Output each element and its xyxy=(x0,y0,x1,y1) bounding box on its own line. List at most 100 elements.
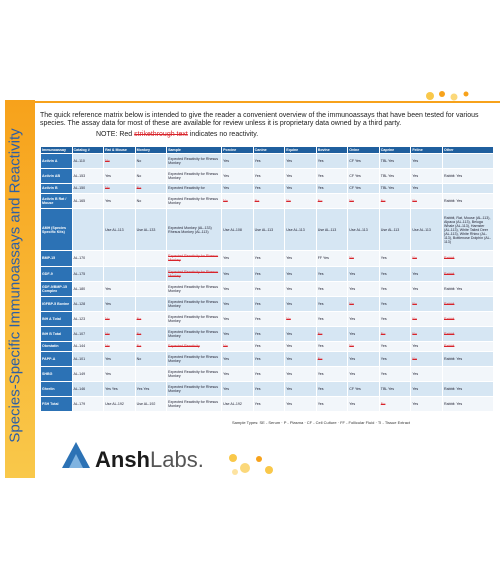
cell: Yes xyxy=(378,310,412,327)
cell: Rabbit xyxy=(442,295,494,312)
cell: No xyxy=(103,183,136,194)
cell: TBL Yes xyxy=(378,152,412,170)
cell: Rabbit xyxy=(442,340,494,352)
cell: Use AL-192 xyxy=(221,395,254,413)
cell: Use AL-192 xyxy=(103,395,136,413)
cell: CF Yes xyxy=(347,152,380,170)
cell: No xyxy=(103,310,136,327)
table-row: GDF-9/BMP-15 Complex AL-180 Yes Expected Re… xyxy=(40,280,494,297)
cell: Yes xyxy=(410,152,443,170)
cell: Use AL-113 xyxy=(252,207,286,252)
cell: Activin A xyxy=(40,152,73,170)
cell: Yes Yes xyxy=(103,380,136,397)
cell: No xyxy=(134,340,168,352)
cell: Yes xyxy=(410,380,443,397)
cell xyxy=(71,207,105,252)
cell: Expected Reactivity for Rhesus Monkey xyxy=(166,250,223,267)
cell: Yes xyxy=(284,152,317,170)
cell: Yes xyxy=(315,295,349,312)
cell: Yes xyxy=(252,365,286,382)
cell: Yes xyxy=(284,295,317,312)
cell: Rabbit: Yes xyxy=(442,280,494,297)
cell: Rabbit, Rat, Mouse (AL-113), Alpaca (AL-… xyxy=(442,207,494,252)
cell: Yes xyxy=(315,168,349,185)
cell: Yes xyxy=(284,265,317,282)
cell: AMH (Species Specific Kits) xyxy=(40,207,73,252)
cell: SHBG xyxy=(40,365,73,382)
cell: Obestatin xyxy=(40,340,73,352)
table-row: Obestatin AL-144 No No Expected Reactivity No… xyxy=(40,340,494,352)
cell xyxy=(134,280,168,297)
cell: TBL Yes xyxy=(378,380,412,397)
cell: Use AL-113 xyxy=(315,207,349,252)
cell: No xyxy=(134,350,168,367)
cell: Yes xyxy=(347,310,380,327)
cell: Rabbit xyxy=(442,265,494,282)
table-row: Ghrelin AL-146 Yes Yes Yes Yes Expected Reac… xyxy=(40,380,494,397)
cell: Yes xyxy=(347,350,380,367)
dots xyxy=(229,454,273,475)
logo: AnshLabs. xyxy=(95,447,204,473)
cell: No xyxy=(347,250,380,267)
cell: Yes xyxy=(221,250,254,267)
column-header: Bovine xyxy=(315,146,349,154)
cell: Yes xyxy=(284,340,317,352)
cell xyxy=(134,250,168,267)
cell: TBL Yes xyxy=(378,183,412,194)
cell: AL-179 xyxy=(71,395,105,413)
cell: Yes xyxy=(103,295,136,312)
cell: Rabbit: Yes xyxy=(442,350,494,367)
cell: Yes xyxy=(315,395,349,413)
cell: Yes xyxy=(378,365,412,382)
cell xyxy=(103,265,136,282)
cell xyxy=(134,365,168,382)
table-row: AMH (Species Specific Kits) Use AL-113 Use… xyxy=(40,207,494,252)
cell: Yes xyxy=(284,280,317,297)
cell xyxy=(134,265,168,282)
cell: AL-165 xyxy=(71,192,105,209)
cell: Yes xyxy=(315,365,349,382)
cell: No xyxy=(103,152,136,170)
logo-icon xyxy=(62,442,90,468)
cell: Yes xyxy=(315,340,349,352)
cell: Use AL-113 xyxy=(103,207,136,252)
cell: Yes xyxy=(410,265,443,282)
cell: No xyxy=(347,295,380,312)
table-row: SHBG AL-149 Yes Expected Reactivity for Rhe… xyxy=(40,365,494,382)
cell: Yes xyxy=(221,350,254,367)
cell: No xyxy=(410,192,443,209)
cell: No xyxy=(315,350,349,367)
table-row: IGFBP-5 Bovine AL-128 Yes Expected Reactivi… xyxy=(40,295,494,312)
cell: Rabbit: Yes xyxy=(442,380,494,397)
cell: No xyxy=(221,340,254,352)
cell: Expected Reactivity for Rhesus Monkey xyxy=(166,310,223,327)
cell: No xyxy=(410,310,443,327)
cell: Expected Reactivity for Rhesus Monkey xyxy=(166,265,223,282)
cell: Yes xyxy=(252,350,286,367)
cell: AL-110 xyxy=(71,152,105,170)
column-header: Porcine xyxy=(221,146,254,154)
table-row: Activin A AL-110 No No Expected Reactivity f… xyxy=(40,152,494,170)
cell: Yes xyxy=(347,265,380,282)
cell: INH B Total xyxy=(40,325,73,342)
cell: No xyxy=(347,340,380,352)
table-row: INH B Total AL-107 No No Expected Reactivity… xyxy=(40,325,494,342)
cell: AL-128 xyxy=(71,295,105,312)
cell: Expected Reactivity for Rhesus Monkey xyxy=(166,280,223,297)
cell: AL-170 xyxy=(71,250,105,267)
cell: No xyxy=(410,295,443,312)
table-row: Activin B Rat / Mouse AL-165 Yes No Expected… xyxy=(40,192,494,209)
cell: Yes Yes xyxy=(134,380,168,397)
cell: Rabbit xyxy=(442,250,494,267)
cell: Expected Reactivity for Rhesus Monkey xyxy=(166,365,223,382)
cell xyxy=(442,152,494,170)
column-header: Sample xyxy=(166,146,223,154)
cell: CF Yes xyxy=(347,380,380,397)
cell: Yes xyxy=(378,295,412,312)
cell: No xyxy=(410,325,443,342)
cell: Expected Reactivity for Rhesus Monkey xyxy=(166,168,223,185)
cell: AL-175 xyxy=(71,265,105,282)
cell: Yes xyxy=(221,380,254,397)
cell: Yes xyxy=(284,380,317,397)
